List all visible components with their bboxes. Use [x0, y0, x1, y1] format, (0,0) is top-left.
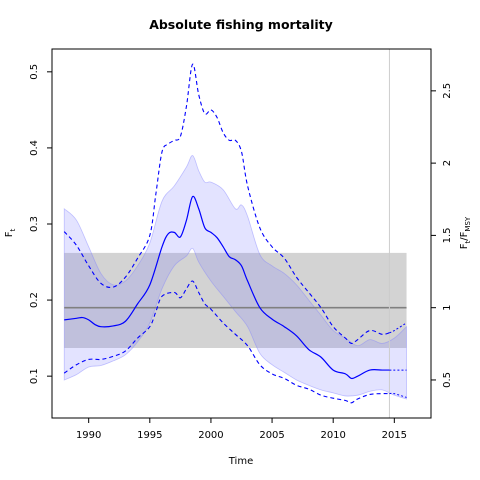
secondary-y-axis-label: Ft/FMSY [459, 216, 472, 249]
y-tick-label: 0.4 [29, 140, 40, 156]
x-axis-label: Time [228, 456, 253, 467]
chart-title: Absolute fishing mortality [149, 17, 333, 32]
y2-tick-label: 2.5 [442, 83, 453, 99]
x-tick-label: 1995 [137, 430, 162, 441]
y-tick-label: 0.1 [29, 368, 40, 384]
y-tick-label: 0.5 [29, 64, 40, 80]
y-axis: 0.1 0.2 0.3 0.4 0.5 [29, 64, 52, 384]
secondary-y-axis-label-den-sub: MSY [464, 216, 472, 231]
y2-tick-label: 1 [442, 304, 453, 310]
x-tick-label: 2015 [382, 430, 407, 441]
x-axis: 1990 1995 2000 2005 2010 2015 [76, 418, 407, 441]
y-tick-label: 0.2 [29, 292, 40, 308]
estimate-line [64, 195, 390, 380]
y-tick-label: 0.3 [29, 216, 40, 232]
lower-ci-forecast-line [389, 392, 407, 398]
confidence-band [63, 155, 407, 400]
fmsy-band [64, 252, 407, 349]
x-tick-label: 2010 [320, 430, 345, 441]
plot-area [63, 49, 407, 418]
secondary-y-axis-label-num: F [459, 243, 470, 249]
x-tick-label: 2000 [198, 430, 223, 441]
upper-ci-forecast-line [389, 322, 407, 334]
y-axis-label-main: F [4, 231, 15, 237]
secondary-y-axis-label-slash: / [459, 237, 470, 241]
secondary-y-axis-label-num-sub: t [464, 240, 472, 243]
y-axis-label-sub: t [9, 228, 17, 231]
lower-ci-line [63, 280, 390, 404]
y2-tick-label: 2 [442, 160, 453, 166]
y2-tick-label: 1.5 [442, 227, 453, 243]
plot-frame [51, 48, 432, 419]
x-tick-label: 1990 [76, 430, 101, 441]
upper-ci-line [63, 63, 390, 344]
y-axis-label: Ft [4, 228, 17, 237]
secondary-y-axis-label-den: F [459, 231, 470, 237]
x-tick-label: 2005 [259, 430, 284, 441]
secondary-y-axis: 0.5 1 1.5 2 2.5 [431, 83, 453, 388]
y2-tick-label: 0.5 [442, 372, 453, 388]
